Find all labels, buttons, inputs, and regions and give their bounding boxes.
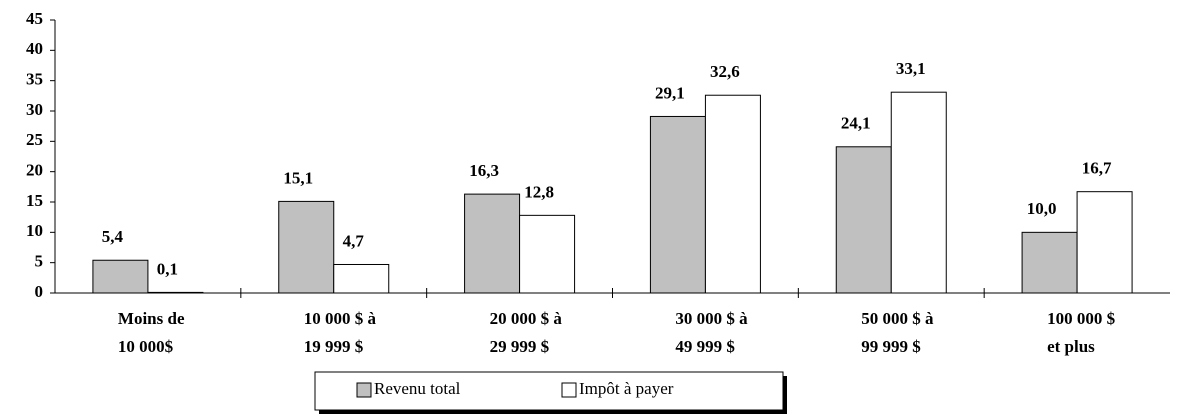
x-tick-label: 19 999 $ — [304, 337, 364, 356]
legend-swatch — [561, 382, 577, 398]
x-tick-label: 99 999 $ — [861, 337, 921, 356]
x-tick-label: 29 999 $ — [490, 337, 550, 356]
bar — [1076, 191, 1133, 294]
x-tick-label: 100 000 $ — [1047, 309, 1116, 328]
x-tick-label: et plus — [1047, 337, 1095, 356]
bar — [890, 91, 947, 294]
x-tick-label: 10 000$ — [118, 337, 174, 356]
y-tick-label: 5 — [35, 252, 44, 271]
bar — [519, 214, 576, 294]
y-tick-label: 45 — [26, 9, 43, 28]
bar — [649, 115, 706, 294]
value-label: 33,1 — [896, 59, 926, 78]
bar — [835, 146, 892, 294]
y-tick-label: 10 — [26, 221, 43, 240]
value-label: 32,6 — [710, 62, 740, 81]
legend-label: Impôt à payer — [579, 379, 674, 398]
value-label: 10,0 — [1027, 199, 1057, 218]
x-tick-label: 50 000 $ à — [861, 309, 934, 328]
x-tick-label: 10 000 $ à — [304, 309, 377, 328]
x-tick-label: Moins de — [118, 309, 185, 328]
y-tick-label: 20 — [26, 161, 43, 180]
y-tick-label: 40 — [26, 39, 43, 58]
x-tick-label: 30 000 $ à — [675, 309, 748, 328]
value-label: 4,7 — [343, 231, 365, 250]
value-label: 5,4 — [102, 227, 124, 246]
value-label: 0,1 — [157, 259, 178, 278]
y-tick-label: 0 — [35, 282, 44, 301]
legend — [314, 371, 784, 411]
value-label: 16,7 — [1082, 159, 1112, 178]
bar — [704, 94, 761, 294]
x-tick-label: 49 999 $ — [675, 337, 735, 356]
bar — [1021, 231, 1078, 294]
value-label: 16,3 — [469, 161, 499, 180]
bar — [92, 259, 149, 294]
bar — [147, 291, 204, 294]
y-tick-label: 35 — [26, 70, 43, 89]
bar — [333, 263, 390, 294]
value-label: 24,1 — [841, 114, 871, 133]
y-tick-label: 25 — [26, 130, 43, 149]
bar — [278, 200, 335, 294]
legend-label: Revenu total — [374, 379, 461, 398]
y-tick-label: 30 — [26, 100, 43, 119]
bar — [464, 193, 521, 294]
legend-swatch — [356, 382, 372, 398]
value-label: 12,8 — [524, 182, 554, 201]
x-tick-label: 20 000 $ à — [490, 309, 563, 328]
y-tick-label: 15 — [26, 191, 43, 210]
value-label: 29,1 — [655, 83, 685, 102]
value-label: 15,1 — [283, 168, 313, 187]
